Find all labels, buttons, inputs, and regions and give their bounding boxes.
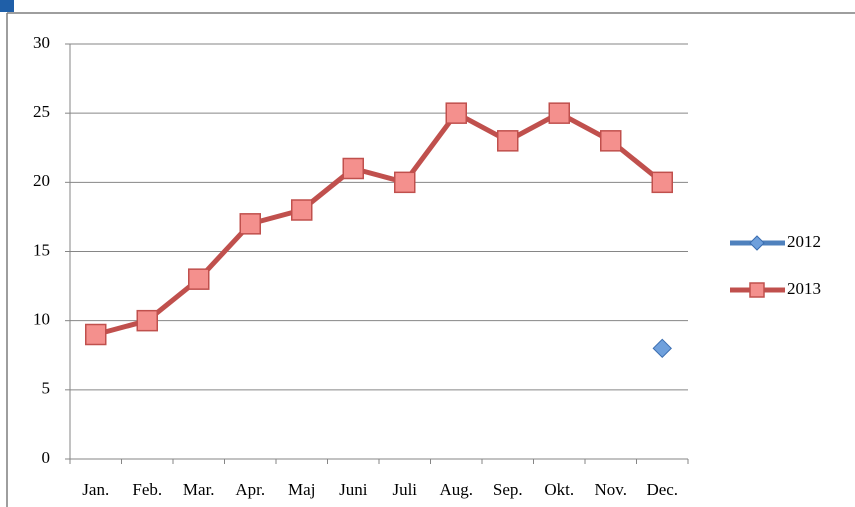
x-tick-label: Nov. — [595, 480, 627, 499]
x-tick-label: Mar. — [183, 480, 215, 499]
marker — [239, 213, 261, 235]
header-fragment — [0, 0, 14, 12]
marker — [651, 171, 673, 194]
marker — [445, 102, 467, 124]
y-tick-label: 5 — [42, 379, 51, 398]
y-tick-label: 0 — [42, 448, 51, 467]
y-tick-label: 25 — [33, 102, 50, 121]
x-tick-label: Juli — [392, 480, 417, 499]
x-tick-label: Aug. — [439, 480, 473, 499]
legend-label: 2012 — [787, 232, 821, 251]
marker — [394, 171, 416, 194]
marker — [600, 130, 622, 152]
marker — [342, 157, 364, 180]
x-tick-label: Sep. — [493, 480, 523, 499]
legend-marker — [749, 282, 765, 298]
marker — [85, 323, 107, 346]
marker — [188, 268, 210, 290]
legend-marker — [749, 235, 765, 251]
marker — [291, 199, 313, 221]
x-tick-label: Okt. — [544, 480, 574, 499]
y-tick-label: 10 — [33, 310, 50, 329]
x-tick-label: Jan. — [82, 480, 109, 499]
x-tick-label: Maj — [288, 480, 315, 499]
x-tick-label: Juni — [339, 480, 368, 499]
marker — [497, 130, 519, 152]
y-tick-label: 30 — [33, 33, 50, 52]
x-tick-label: Apr. — [235, 480, 265, 499]
marker — [652, 338, 672, 359]
marker — [136, 309, 158, 332]
x-tick-label: Feb. — [132, 480, 162, 499]
marker — [548, 102, 570, 124]
series-line — [95, 110, 664, 337]
y-tick-label: 20 — [33, 171, 50, 190]
legend-label: 2013 — [787, 279, 821, 298]
x-tick-label: Dec. — [646, 480, 678, 499]
y-tick-label: 15 — [33, 240, 50, 259]
